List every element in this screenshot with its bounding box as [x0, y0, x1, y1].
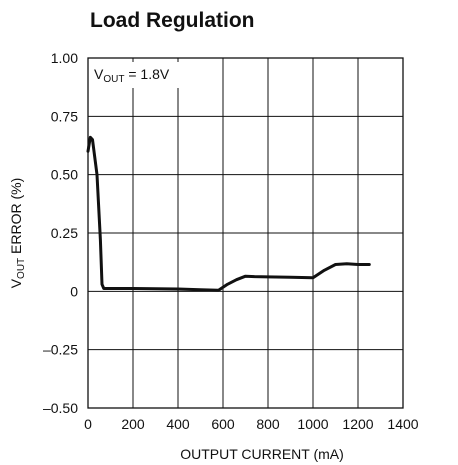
y-axis-label: VOUT ERROR (%): [8, 178, 27, 289]
annotation-background: [90, 62, 194, 88]
x-axis-label: OUTPUT CURRENT (mA): [180, 446, 344, 462]
y-tick-label: –0.25: [43, 342, 78, 358]
vout-annotation: VOUT = 1.8V: [94, 66, 170, 85]
x-tick-label: 400: [166, 416, 190, 432]
y-axis-label-subscript: OUT: [16, 258, 27, 279]
annotation-subscript: OUT: [103, 74, 124, 85]
y-axis-label-suffix: ERROR (%): [8, 178, 24, 258]
y-tick-labels: –0.50 –0.25 0 0.25 0.50 0.75 1.00: [43, 50, 78, 416]
y-axis-label-prefix: V: [8, 278, 24, 288]
y-tick-label: 1.00: [51, 50, 78, 66]
annotation-prefix: V: [94, 66, 104, 82]
y-tick-label: 0: [70, 283, 78, 299]
x-tick-labels: 0 200 400 600 800 1000 1200 1400: [84, 416, 419, 432]
grid-lines: [88, 58, 403, 408]
x-tick-label: 0: [84, 416, 92, 432]
plot-frame: [87, 57, 404, 409]
series-line: [86, 135, 371, 292]
x-tick-label: 600: [211, 416, 235, 432]
x-tick-label: 1000: [297, 416, 328, 432]
x-tick-label: 200: [121, 416, 145, 432]
y-tick-label: 0.50: [51, 167, 78, 183]
y-tick-label: 0.75: [51, 108, 78, 124]
annotation-suffix: = 1.8V: [124, 66, 169, 82]
y-tick-label: 0.25: [51, 225, 78, 241]
x-tick-label: 1400: [387, 416, 418, 432]
x-tick-label: 800: [256, 416, 280, 432]
x-tick-label: 1200: [342, 416, 373, 432]
y-tick-label: –0.50: [43, 400, 78, 416]
chart-title: Load Regulation: [90, 9, 255, 32]
